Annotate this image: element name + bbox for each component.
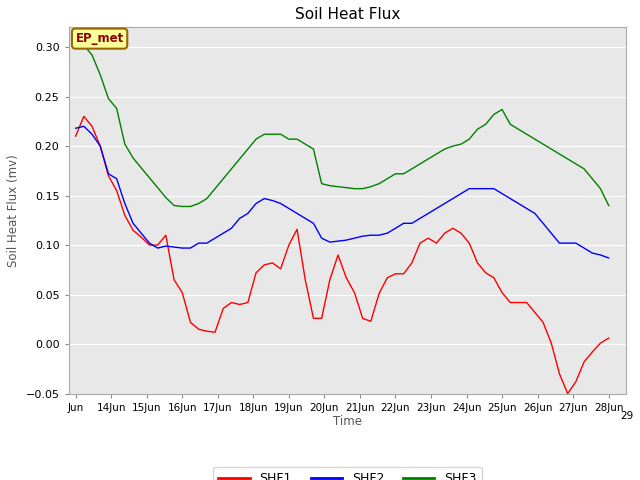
Y-axis label: Soil Heat Flux (mv): Soil Heat Flux (mv) [7, 154, 20, 267]
Line: SHF2: SHF2 [76, 126, 609, 258]
SHF2 [605, 255, 612, 261]
SHF2 [244, 211, 252, 216]
SHF2 [498, 191, 506, 196]
SHF3 [179, 204, 186, 209]
SHF3 [605, 203, 612, 208]
Text: 29: 29 [620, 410, 633, 420]
SHF1 [244, 300, 252, 305]
SHF2 [80, 123, 88, 129]
SHF3 [498, 107, 506, 112]
Title: Soil Heat Flux: Soil Heat Flux [295, 7, 400, 22]
SHF2 [572, 240, 580, 246]
SHF2 [310, 220, 317, 226]
SHF1 [121, 213, 129, 218]
SHF1 [605, 335, 612, 341]
SHF2 [72, 125, 79, 131]
SHF1 [564, 391, 572, 396]
SHF3 [211, 186, 219, 192]
SHF3 [572, 161, 580, 167]
Legend: SHF1, SHF2, SHF3: SHF1, SHF2, SHF3 [213, 467, 482, 480]
SHF1 [80, 113, 88, 119]
SHF2 [121, 201, 129, 206]
SHF3 [244, 146, 252, 152]
SHF1 [72, 133, 79, 139]
Line: SHF1: SHF1 [76, 116, 609, 394]
X-axis label: Time: Time [333, 415, 362, 429]
SHF1 [318, 315, 326, 321]
SHF3 [113, 106, 120, 111]
SHF1 [310, 315, 317, 321]
SHF1 [211, 329, 219, 335]
Line: SHF3: SHF3 [76, 39, 609, 206]
SHF2 [211, 235, 219, 241]
Text: EP_met: EP_met [76, 32, 124, 45]
SHF3 [72, 36, 79, 42]
SHF1 [498, 290, 506, 296]
SHF3 [310, 146, 317, 152]
